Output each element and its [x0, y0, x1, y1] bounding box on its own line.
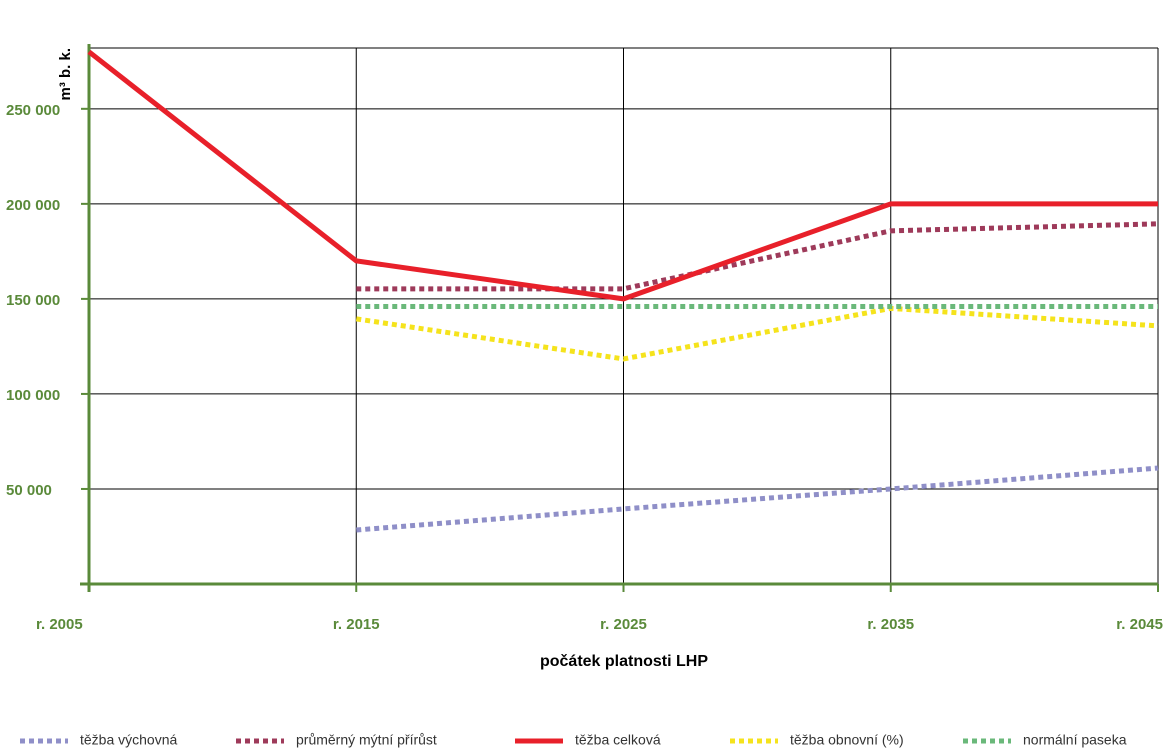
x-tick-label: r. 2005	[36, 616, 83, 633]
y-tick-label: 150 000	[6, 292, 60, 309]
legend-label: normální paseka	[1023, 732, 1127, 748]
x-tick-label: r. 2035	[867, 616, 914, 633]
legend-label: průměrný mýtní přírůst	[296, 732, 437, 748]
series-line	[355, 305, 1159, 362]
x-axis-label: počátek platnosti LHP	[540, 653, 708, 670]
legend-label: těžba celková	[575, 732, 661, 748]
legend-label: těžba obnovní (%)	[790, 732, 904, 748]
x-tick-label: r. 2015	[333, 616, 380, 633]
y-tick-label: 50 000	[6, 482, 52, 499]
y-axis-label: m³ b. k.	[57, 48, 74, 101]
y-tick-label: 250 000	[6, 102, 60, 119]
legend-label: těžba výchovná	[80, 732, 177, 748]
series-line	[87, 49, 1158, 302]
x-tick-label: r. 2045	[1116, 616, 1163, 633]
y-tick-label: 100 000	[6, 387, 60, 404]
x-tick-label: r. 2025	[600, 616, 647, 633]
series-line	[356, 465, 1159, 533]
y-tick-label: 200 000	[6, 197, 60, 214]
